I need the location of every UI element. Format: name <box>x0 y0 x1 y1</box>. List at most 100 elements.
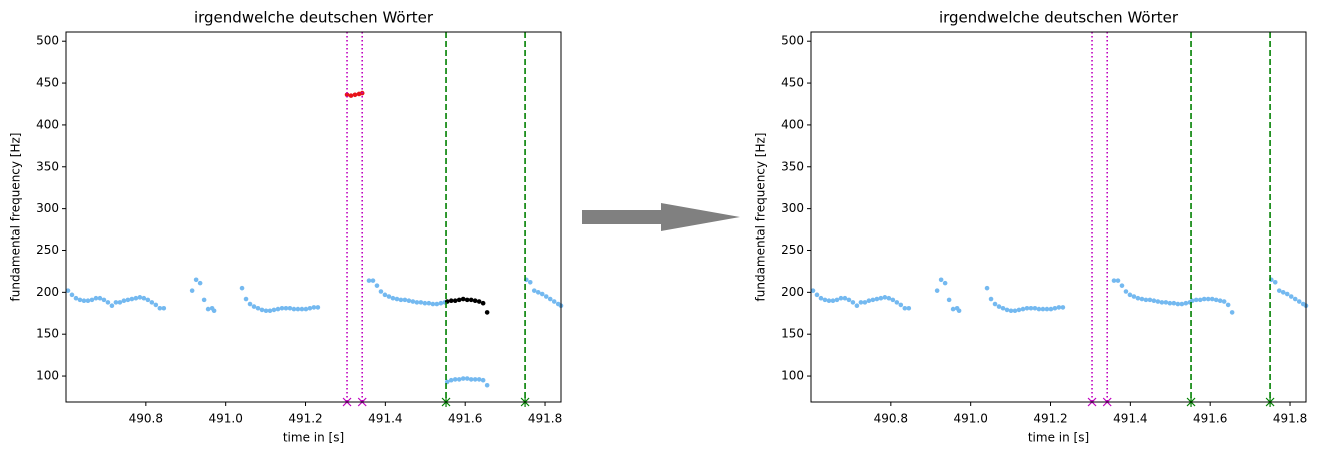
data-point <box>1111 278 1117 283</box>
data-point <box>527 279 533 285</box>
data-point <box>418 300 424 305</box>
x-axis-label: time in [s] <box>283 431 344 445</box>
data-point <box>434 301 440 307</box>
data-point <box>1272 279 1278 285</box>
data-point <box>1280 290 1286 295</box>
data-point <box>1040 306 1046 312</box>
data-point <box>1004 307 1010 313</box>
data-point <box>942 280 948 286</box>
data-point <box>814 292 820 298</box>
data-point <box>77 297 83 303</box>
x-tick-label: 491.8 <box>528 412 562 426</box>
y-tick-label: 350 <box>36 159 59 173</box>
data-point <box>438 300 444 306</box>
data-point <box>149 300 155 305</box>
y-tick-label: 450 <box>36 76 59 90</box>
data-point <box>1167 300 1173 306</box>
data-point <box>97 295 103 301</box>
data-point <box>456 377 462 382</box>
data-point <box>862 300 868 305</box>
data-point <box>984 285 990 291</box>
data-point <box>850 300 856 305</box>
data-point <box>406 298 412 304</box>
data-point <box>1032 305 1038 311</box>
data-point <box>950 306 956 312</box>
data-point <box>476 299 482 304</box>
data-point <box>1205 296 1211 302</box>
data-point <box>344 92 350 98</box>
data-point <box>189 288 195 293</box>
data-point <box>838 295 844 301</box>
data-point <box>1143 297 1149 303</box>
data-point <box>259 307 265 313</box>
chart-title: irgendwelche deutschen Wörter <box>939 9 1179 27</box>
data-point <box>1020 306 1026 312</box>
y-tick-label: 450 <box>781 76 804 90</box>
data-point <box>193 277 199 283</box>
data-point <box>878 295 884 301</box>
data-point <box>1139 296 1145 302</box>
data-point <box>109 303 115 309</box>
x-tick-label: 491.2 <box>288 412 322 426</box>
data-point <box>1183 300 1189 306</box>
data-point <box>311 305 317 310</box>
data-point <box>858 300 864 305</box>
data-point <box>255 305 261 311</box>
data-point <box>1201 296 1207 302</box>
data-point <box>205 306 211 312</box>
data-point <box>531 288 537 293</box>
data-point <box>161 305 167 311</box>
data-point <box>402 297 408 303</box>
data-point <box>69 292 75 298</box>
data-point <box>452 298 458 304</box>
data-point <box>1288 294 1294 299</box>
data-point <box>279 305 285 311</box>
data-point <box>822 297 828 303</box>
data-point <box>287 305 293 311</box>
data-point <box>299 306 305 312</box>
data-point <box>539 291 545 297</box>
data-point <box>551 299 557 304</box>
data-point <box>810 288 816 293</box>
plot-frame <box>65 31 562 403</box>
data-point <box>468 297 474 303</box>
data-point <box>121 298 127 304</box>
plot-frame <box>810 31 1307 403</box>
x-axis-label: time in [s] <box>1028 431 1089 445</box>
data-point <box>938 277 944 283</box>
data-point <box>452 377 458 382</box>
data-point <box>1193 297 1199 303</box>
data-point <box>291 306 297 312</box>
data-point <box>1012 308 1018 314</box>
data-point <box>113 300 119 305</box>
data-point <box>480 377 486 383</box>
data-point <box>1284 291 1290 297</box>
data-point <box>1229 310 1235 315</box>
data-point <box>1296 299 1302 304</box>
data-point <box>890 297 896 303</box>
data-point <box>422 300 428 306</box>
data-point <box>101 297 107 303</box>
data-point <box>1159 300 1165 305</box>
y-tick-label: 300 <box>781 201 804 215</box>
data-point <box>460 376 466 381</box>
data-point <box>141 295 147 301</box>
data-point <box>275 306 281 312</box>
data-point <box>992 301 998 307</box>
data-point <box>243 296 249 302</box>
data-point <box>157 305 163 311</box>
data-point <box>874 296 880 302</box>
data-point <box>448 377 454 383</box>
data-point <box>283 305 289 311</box>
x-tick-label: 491.2 <box>1033 412 1067 426</box>
arrow <box>582 203 740 231</box>
data-point <box>145 297 151 303</box>
data-point <box>271 307 277 313</box>
x-tick-label: 490.8 <box>129 412 163 426</box>
data-point <box>1209 296 1215 302</box>
y-tick-label: 350 <box>781 159 804 173</box>
data-point <box>81 298 87 304</box>
data-point <box>448 298 454 304</box>
data-point <box>472 377 478 382</box>
data-point <box>307 305 313 311</box>
